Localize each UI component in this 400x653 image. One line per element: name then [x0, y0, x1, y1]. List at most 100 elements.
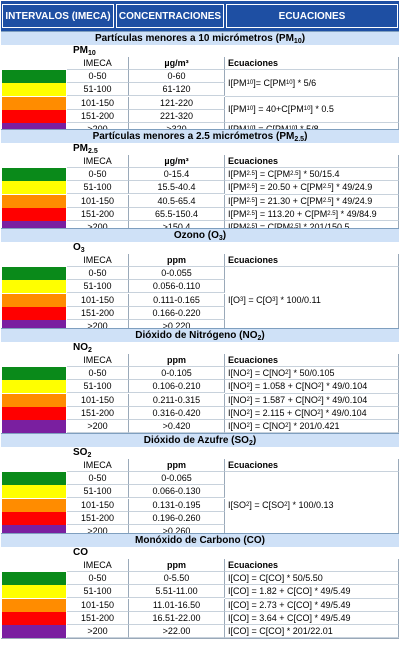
- imeca-range: 0-50: [67, 70, 129, 84]
- equation: I[NO 2] = C[NO 2] * 50/0.105: [225, 367, 399, 381]
- section-subtitle: O3: [73, 242, 85, 254]
- equation: I[CO] = 3.64 + C[CO] * 49/5.49: [225, 611, 399, 625]
- column-header-row: IMECA ppm Ecuaciones: [1, 254, 399, 267]
- table-row: 101-150 0.211-0.315: [1, 393, 399, 407]
- color-swatch-green: [2, 168, 66, 182]
- section-subtitle: CO: [73, 547, 88, 558]
- color-swatch-yellow: [2, 585, 66, 599]
- color-swatch-red: [2, 406, 66, 420]
- column-header-row: IMECA µg/m³ Ecuaciones: [1, 57, 399, 70]
- imeca-range: 101-150: [67, 194, 129, 208]
- imeca-range: 51-100: [67, 181, 129, 195]
- equation: I[PM 2.5] = 21.30 + C[PM 2.5] * 49/24.9: [225, 194, 399, 208]
- imeca-range: 0-50: [67, 472, 129, 486]
- table-row: 0-50 0-0.055: [1, 267, 399, 281]
- column-imeca: IMECA: [67, 57, 129, 70]
- table-row: 151-200 221-320: [1, 109, 399, 123]
- concentration-value: 65.5-150.4: [129, 207, 225, 221]
- column-ecuaciones: Ecuaciones: [225, 254, 399, 267]
- color-swatch-orange: [2, 393, 66, 407]
- concentration-value: 15.5-40.4: [129, 181, 225, 195]
- table-row: 101-150 11.01-16.50: [1, 598, 399, 612]
- color-swatch-orange: [2, 194, 66, 208]
- equation: I[PM 10]= C[PM 10] * 5/6: [225, 70, 399, 97]
- table-row: 51-100 0.056-0.110: [1, 280, 399, 294]
- imeca-range: 51-100: [67, 380, 129, 394]
- column-imeca: IMECA: [67, 354, 129, 367]
- grid-background: [1, 57, 399, 138]
- column-imeca: IMECA: [67, 254, 129, 267]
- concentration-value: 0-0.105: [129, 367, 225, 381]
- concentration-value: 0.316-0.420: [129, 406, 225, 420]
- table-row: 51-100 5.51-11.00: [1, 585, 399, 599]
- concentration-value: 61-120: [129, 83, 225, 97]
- equation: I[NO 2] = C[NO 2] * 201/0.421: [225, 420, 399, 434]
- color-swatch-green: [2, 367, 66, 381]
- column-unit: ppm: [129, 254, 225, 267]
- imeca-range: 151-200: [67, 611, 129, 625]
- column-imeca: IMECA: [67, 459, 129, 472]
- imeca-range: 51-100: [67, 280, 129, 294]
- header-intervalos: INTERVALOS (IMECA): [2, 4, 114, 28]
- table-row: 151-200 65.5-150.4: [1, 207, 399, 221]
- concentration-value: 0-5.50: [129, 572, 225, 586]
- concentration-value: 0-0.065: [129, 472, 225, 486]
- column-header-row: IMECA ppm Ecuaciones: [1, 354, 399, 367]
- imeca-range: 101-150: [67, 498, 129, 512]
- concentration-value: >22.00: [129, 625, 225, 638]
- color-swatch-green: [2, 572, 66, 586]
- concentration-value: >0.420: [129, 420, 225, 433]
- concentration-value: 0.056-0.110: [129, 280, 225, 294]
- table-row: >200 >0.420: [1, 420, 399, 433]
- concentration-value: 0.106-0.210: [129, 380, 225, 394]
- color-swatch-red: [2, 511, 66, 525]
- header-concentraciones: CONCENTRACIONES: [116, 4, 224, 28]
- table-row: 101-150 0.131-0.195: [1, 498, 399, 512]
- header-ecuaciones: ECUACIONES: [226, 4, 398, 28]
- imeca-range: 101-150: [67, 293, 129, 307]
- equation: I[O 3] = C[O 3] * 100/0.11: [225, 267, 399, 334]
- column-imeca: IMECA: [67, 155, 129, 168]
- table-row: 0-50 0-0.105: [1, 367, 399, 381]
- color-swatch-yellow: [2, 380, 66, 394]
- table-row: 101-150 121-220: [1, 96, 399, 110]
- equation: I[NO 2] = 2.115 + C[NO 2] * 49/0.104: [225, 406, 399, 420]
- section-title: Monóxido de Carbono (CO): [1, 533, 399, 547]
- column-unit: ppm: [129, 459, 225, 472]
- concentration-value: 121-220: [129, 96, 225, 110]
- column-ecuaciones: Ecuaciones: [225, 354, 399, 367]
- color-swatch-orange: [2, 498, 66, 512]
- column-ecuaciones: Ecuaciones: [225, 459, 399, 472]
- table-row: 51-100 15.5-40.4: [1, 181, 399, 195]
- table-row: 151-200 0.316-0.420: [1, 406, 399, 420]
- equation: I[PM 2.5] = 113.20 + C[PM 2.5] * 49/84.9: [225, 207, 399, 221]
- concentration-value: 0.066-0.130: [129, 485, 225, 499]
- column-ecuaciones: Ecuaciones: [225, 57, 399, 70]
- table-row: >200 >22.00: [1, 625, 399, 638]
- column-unit: µg/m³: [129, 155, 225, 168]
- concentration-value: 0-15.4: [129, 168, 225, 182]
- imeca-range: 51-100: [67, 585, 129, 599]
- color-swatch-red: [2, 109, 66, 123]
- imeca-range: 0-50: [67, 267, 129, 281]
- column-unit: ppm: [129, 354, 225, 367]
- imeca-range: 151-200: [67, 207, 129, 221]
- color-swatch-yellow: [2, 280, 66, 294]
- color-swatch-green: [2, 70, 66, 84]
- equation: I[CO] = C[CO] * 201/22.01: [225, 625, 399, 639]
- concentration-value: 221-320: [129, 109, 225, 123]
- imeca-range: >200: [67, 625, 129, 638]
- table-row: 51-100 0.106-0.210: [1, 380, 399, 394]
- equation: I[CO] = 1.82 + C[CO] * 49/5.49: [225, 585, 399, 599]
- concentration-value: 0.166-0.220: [129, 306, 225, 320]
- color-swatch-red: [2, 306, 66, 320]
- concentration-value: 40.5-65.4: [129, 194, 225, 208]
- imeca-range: 151-200: [67, 511, 129, 525]
- imeca-range: 101-150: [67, 393, 129, 407]
- concentration-value: 11.01-16.50: [129, 598, 225, 612]
- concentration-value: 0.131-0.195: [129, 498, 225, 512]
- imeca-range: 151-200: [67, 306, 129, 320]
- equation: I[SO 2] = C[SO 2] * 100/0.13: [225, 472, 399, 539]
- imeca-range: 51-100: [67, 83, 129, 97]
- column-header-row: IMECA µg/m³ Ecuaciones: [1, 155, 399, 168]
